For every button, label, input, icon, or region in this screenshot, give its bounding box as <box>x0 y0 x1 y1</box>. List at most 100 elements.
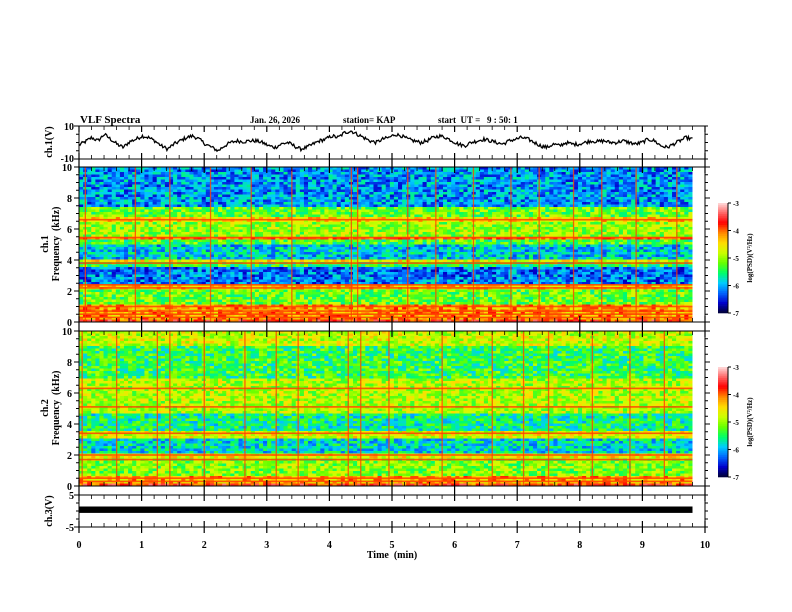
ch1-spec-cell <box>680 227 685 230</box>
ch1-spec-cell <box>373 229 378 233</box>
ch1-spec-cell <box>152 194 158 198</box>
ch1-spec-cell <box>500 192 505 195</box>
ch1-spec-cell <box>651 182 657 185</box>
ch1-spec-cell <box>271 227 276 230</box>
ch1-spec-cell <box>443 192 448 195</box>
ch1-spec-cell <box>283 207 288 210</box>
ch1-spec-cell <box>406 229 411 233</box>
ch1-spec-cell <box>393 174 399 178</box>
ch1-spec-cell <box>541 179 546 183</box>
ch1-spec-cell <box>406 232 411 235</box>
ch1-spec-cell <box>541 209 546 213</box>
ch1-spec-cell <box>520 169 526 173</box>
ch1-spec-cell <box>222 189 227 193</box>
ch1-spec-cell <box>447 177 452 180</box>
ch1-spec-cell <box>369 222 374 225</box>
ch1-spec-cell <box>369 197 374 200</box>
ch1-spec-cell <box>447 207 452 210</box>
ch1-spec-cell <box>389 187 395 190</box>
ch1-spec-cell <box>99 229 104 233</box>
ch1-spec-cell <box>467 227 473 230</box>
ch1-spec-cell <box>213 172 219 175</box>
ch1-spec-cell <box>586 244 591 248</box>
ch1-spec-cell <box>577 184 583 188</box>
ch1-spec-cell <box>238 194 243 198</box>
ch1-spec-cell <box>667 227 673 230</box>
ch1-spec-cell <box>283 194 288 198</box>
ch1-spec-cell <box>622 179 628 183</box>
ch1-spec-cell <box>267 174 272 178</box>
ch1-spec-cell <box>213 247 219 250</box>
ch1-spec-cell <box>144 247 149 250</box>
ch1-spec-cell <box>185 214 190 218</box>
ch1-spec-cell <box>553 209 558 213</box>
ch1-spec-cell <box>385 209 391 213</box>
ch1-spec-cell <box>467 244 473 248</box>
ch1-spec-cell <box>377 214 383 218</box>
ch1-spec-cell <box>545 232 550 235</box>
ch1-spec-cell <box>459 244 464 248</box>
ch1-spec-cell <box>263 242 268 245</box>
ch1-spec-cell <box>353 222 358 225</box>
ch1-spec-cell <box>614 184 620 188</box>
ch1-spec-cell <box>610 207 616 210</box>
ch1-spec-cell <box>185 172 190 175</box>
ch1-spec-cell <box>381 187 387 190</box>
ch1-spec-cell <box>160 232 166 235</box>
ch1-spec-cell <box>87 184 92 188</box>
ch1-spec-cell <box>152 224 158 228</box>
ch1-spec-cell <box>398 182 403 185</box>
ch1-spec-cell <box>455 194 460 198</box>
ch1-spec-cell <box>479 239 485 243</box>
ch1-spec-cell <box>140 214 145 218</box>
ch1-spec-cell <box>344 239 350 243</box>
ch1-spec-cell <box>549 189 554 193</box>
ch1-spec-cell <box>95 187 100 190</box>
ch1-spec-cell <box>647 242 652 245</box>
ch1-spec-cell <box>443 172 448 175</box>
ch1-spec-cell <box>483 224 489 228</box>
ch1-spec-cell <box>573 189 579 193</box>
ch1-spec-cell <box>140 192 145 195</box>
ch1-spec-cell <box>422 204 428 208</box>
ch1-spec-cell <box>263 239 268 243</box>
ch1-spec-cell <box>557 179 562 183</box>
ch1-spec-cell <box>332 199 338 203</box>
ch1-spec-cell <box>586 172 591 175</box>
ch1-spec-cell <box>451 227 456 230</box>
ch1-spec-cell <box>410 177 415 180</box>
ch1-spec-cell <box>631 242 636 245</box>
ch1-spec-cell <box>422 214 428 218</box>
ch1-spec-cell <box>308 192 313 195</box>
ch1-spec-cell <box>504 214 509 218</box>
ch1-spec-cell <box>193 197 199 200</box>
ch1-spec-cell <box>353 184 358 188</box>
ch1-spec-cell <box>385 244 391 248</box>
ch1-spec-cell <box>213 194 219 198</box>
ch1-spec-cell <box>201 247 207 250</box>
ch1-spec-cell <box>185 209 190 213</box>
ch1-spec-cell <box>459 227 464 230</box>
ch1-spec-cell <box>430 244 436 248</box>
ch1-spec-cell <box>246 247 252 250</box>
ch1-spec-cell <box>123 229 129 233</box>
ch1-spec-cell <box>496 204 501 208</box>
ch1-spec-cell <box>651 192 657 195</box>
ch1-spec-cell <box>218 212 223 215</box>
ch1-spec-cell <box>672 207 677 210</box>
ch1-spec-cell <box>299 184 305 188</box>
ch1-spec-cell <box>483 182 489 185</box>
ch1-spec-cell <box>524 194 530 198</box>
ch1-spec-cell <box>279 214 284 218</box>
ch1-spec-cell <box>128 192 133 195</box>
ch1-spec-cell <box>299 244 305 248</box>
ch1-spec-cell <box>177 207 182 210</box>
ch1-spec-cell <box>234 242 239 245</box>
ch1-spec-cell <box>385 207 391 210</box>
ch1-spec-cell <box>107 197 113 200</box>
ch1-spec-cell <box>622 197 628 200</box>
ch1-spec-cell <box>512 184 518 188</box>
ch1-spec-cell <box>213 239 219 243</box>
ch1-spec-cell <box>115 187 121 190</box>
ch1-spec-cell <box>189 192 194 195</box>
